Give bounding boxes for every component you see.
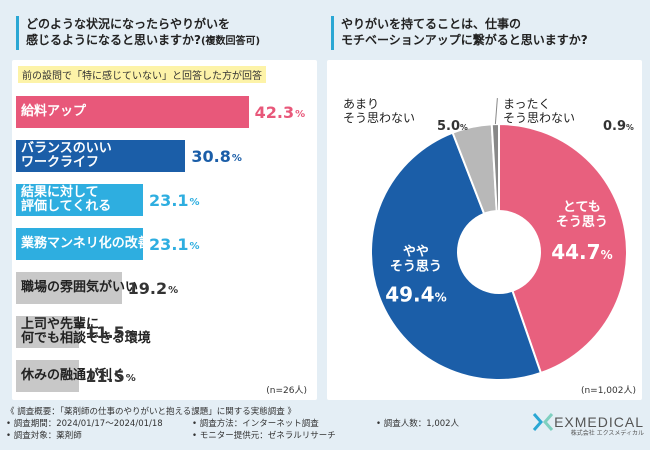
bar-label: バランスのいい ワークライフ [21,141,112,170]
left-panel: どのような状況になったらやりがいを 感じるようになると思いますか?(複数回答可)… [12,8,317,400]
bar-label: 上司や先輩に 何でも相談できる環境 [21,317,151,346]
slice-value-label: 0.9% [603,119,634,134]
right-chart-area: とてもそう思う 44.7% ややそう思う 49.4% あまりそう思わない 5.0% まったく… [327,60,642,400]
left-question: どのような状況になったらやりがいを 感じるようになると思いますか?(複数回答可) [12,8,317,58]
bar-value-label: 42.3% [254,102,306,122]
bar-label: 業務マンネリ化の改善 [21,236,151,252]
left-question-suffix: (複数回答可) [200,36,261,47]
left-sample-size: (n=26人) [266,386,307,396]
logo-x-icon [532,413,554,431]
bar [16,272,122,304]
left-question-line1: どのような状況になったらやりがいを [26,17,231,32]
logo-name: EXMEDICAL [554,414,644,430]
bar [16,96,249,128]
pie-chart: とてもそう思う 44.7% ややそう思う 49.4% あまりそう思わない 5.0% まったく… [343,97,634,381]
right-question: やりがいを持てることは、仕事の モチベーションアップに繋がると思いますか? [327,8,642,58]
bar-row: バランスのいい ワークライフ 30.8% [16,134,312,178]
bar-row: 業務マンネリ化の改善 23.1% [16,222,312,266]
slice-label: とてもそう思う [556,200,608,230]
bar-row: 給料アップ 42.3% [16,90,312,134]
bar-row: 上司や先輩に 何でも相談できる環境 11.5% [16,310,312,354]
bar-row: 職場の雰囲気がいい 19.2% [16,266,312,310]
right-question-line2: モチベーションアップに繋がると思いますか? [341,33,588,47]
survey-target: • 調査対象：薬剤師 [6,431,82,441]
bar-value-label: 23.1% [149,234,200,254]
bar-value-label: 23.1% [149,190,200,210]
pie-slice [498,122,628,375]
survey-title: 《 調査概要：「薬剤師の仕事のやりがいと抱える課題」に関する実態調査 》 [6,407,296,417]
bar-label: 休みの融通が利く [21,368,126,384]
survey-count: • 調査人数：1,002人 [376,419,460,429]
right-panel: やりがいを持てることは、仕事の モチベーションアップに繋がると思いますか? とて… [327,8,642,400]
respondent-note: 前の設問で「特に感じていない」と回答した方が回答 [18,66,266,83]
right-sample-size: (n=1,002人) [580,386,636,396]
survey-period: • 調査期間：2024/01/17～2024/01/18 [6,419,163,429]
bar-row: 結果に対して 評価してくれる 23.1% [16,178,312,222]
slice-value-label: 5.0% [437,119,468,134]
bar-value-label: 19.2% [127,278,179,298]
left-chart-area: 前の設問で「特に感じていない」と回答した方が回答 給料アップ 42.3% バランスの… [12,60,317,400]
bar-label: 結果に対して 評価してくれる [21,185,112,214]
logo-sub: 株式会社 エクスメディカル [570,430,644,437]
right-question-line1: やりがいを持てることは、仕事の [341,17,522,32]
bar-label: 給料アップ [21,104,87,120]
bar-chart: 給料アップ 42.3% バランスのいい ワークライフ 30.8% 結果に対して 評価して… [16,90,312,398]
bar [16,360,80,392]
bar-row: 休みの融通が利く 11.5% [16,354,312,398]
slice-label: ややそう思う [390,245,442,275]
bar [16,228,144,260]
slice-value-label: 44.7% [551,240,612,264]
bar [16,140,186,172]
bar-value-label: 30.8% [191,146,242,166]
slice-value-label: 49.4% [385,283,446,307]
bar-value-label: 11.5% [85,322,136,342]
left-question-line2: 感じるようになると思いますか? [26,33,201,47]
slice-label: まったくそう思わない [503,97,575,125]
survey-method: • 調査方法：インターネット調査 [192,419,319,429]
exmedical-logo: EXMEDICAL 株式会社 エクスメディカル [532,412,644,437]
survey-monitor: • モニター提供元：ゼネラルリサーチ [192,431,336,441]
donut-hole [457,210,541,294]
slice-label: あまりそう思わない [343,97,415,125]
bar-value-label: 11.5% [85,366,136,386]
bar-label: 職場の雰囲気がいい [21,280,139,296]
bar [16,184,144,216]
survey-footer: 《 調査概要：「薬剤師の仕事のやりがいと抱える課題」に関する実態調査 》 • 調… [6,403,644,447]
pie-slice [370,131,543,381]
bar [16,316,80,348]
leader-line [494,98,498,125]
